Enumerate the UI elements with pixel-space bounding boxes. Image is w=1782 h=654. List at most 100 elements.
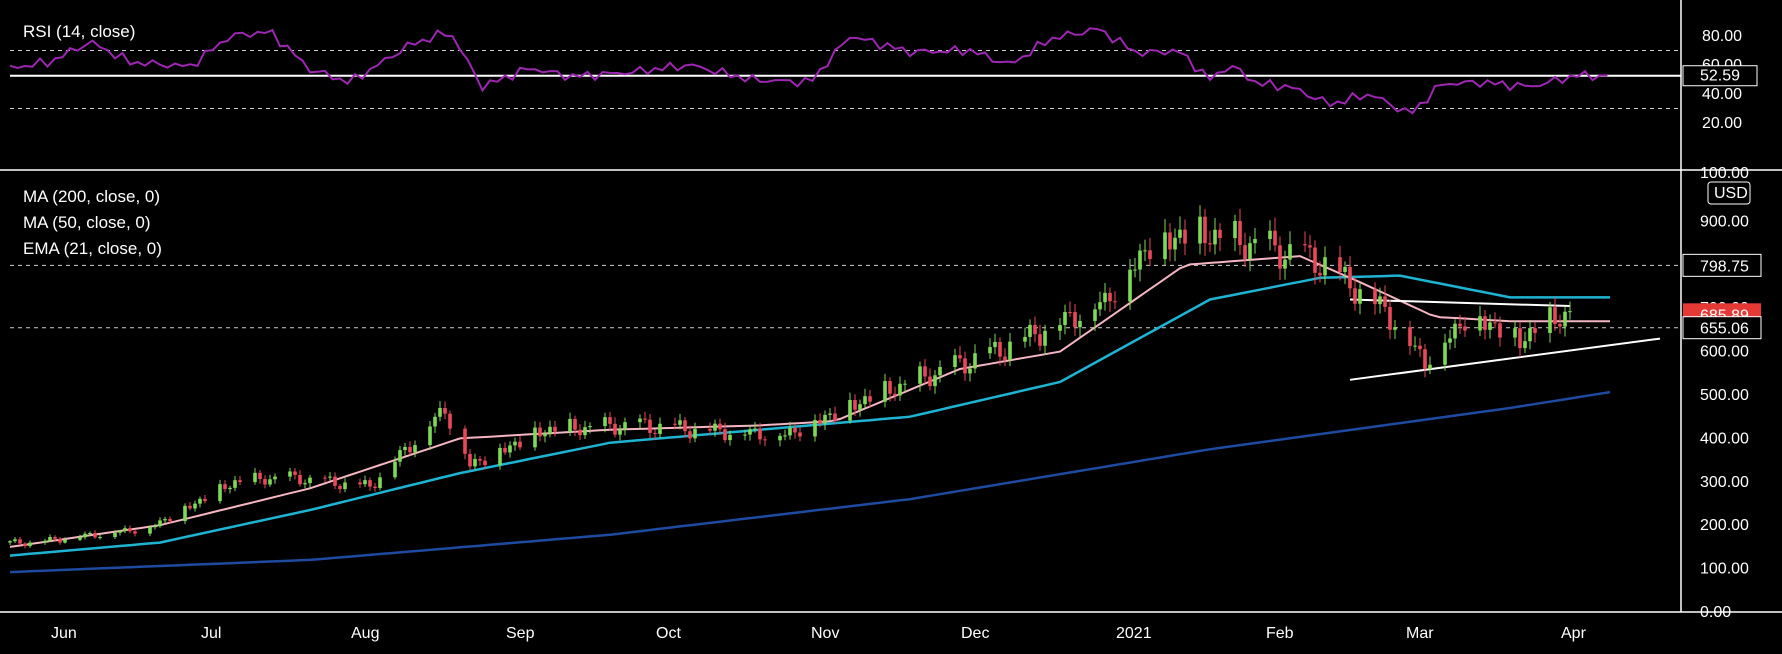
candle-body (648, 419, 652, 433)
rsi-tick-label: 80.00 (1702, 28, 1742, 45)
candle-body (1038, 334, 1042, 346)
candle-body (463, 428, 467, 454)
candle-body (693, 428, 697, 439)
candle-body (93, 532, 97, 538)
candle-body (433, 416, 437, 427)
time-axis-label: Dec (961, 625, 989, 642)
candle-body (1203, 216, 1207, 244)
candle-body (1353, 288, 1357, 304)
candle-body (573, 418, 577, 430)
candle-body (818, 419, 822, 424)
candle-body (548, 426, 552, 434)
trendline-1 (1349, 298, 1571, 308)
candle-body (938, 366, 942, 376)
candle-body (443, 407, 447, 414)
candle-body (1078, 320, 1082, 328)
candle-body (23, 543, 27, 547)
candle-body (1458, 323, 1462, 327)
candle-body (128, 528, 132, 532)
lower-level-badge (1682, 316, 1762, 340)
candle-body (78, 537, 82, 540)
candle-body (1218, 229, 1222, 239)
moving-averages (9, 255, 1661, 574)
candle-body (1453, 323, 1457, 339)
candle-body (273, 476, 277, 480)
candle-body (503, 447, 507, 453)
candle-body (123, 528, 127, 532)
candle-body (1533, 328, 1537, 333)
candle-body (1378, 296, 1382, 305)
candle-body (788, 427, 792, 436)
candle-body (658, 423, 662, 434)
candle-body (1513, 328, 1517, 338)
candle-body (643, 418, 647, 420)
axis-layer (0, 0, 1782, 613)
candle-body (158, 520, 162, 527)
currency-badge (1707, 181, 1751, 205)
candle-body (1303, 244, 1307, 246)
candle-body (708, 428, 712, 431)
candle-body (413, 445, 417, 453)
candle-body (608, 417, 612, 424)
candle-body (798, 432, 802, 437)
candle-body (1493, 322, 1497, 324)
rsi-tick-label: 20.00 (1702, 115, 1742, 132)
price-tick-label: 400.00 (1700, 430, 1749, 447)
candle-body (613, 423, 617, 435)
candle-body (1483, 316, 1487, 330)
candle-body (403, 446, 407, 451)
time-axis-label: Jun (51, 625, 77, 642)
candle-body (8, 541, 12, 543)
candle-body (1448, 338, 1452, 343)
candle-body (678, 420, 682, 425)
candle-body (1428, 364, 1432, 369)
trendline-0 (1349, 337, 1661, 381)
candle-body (783, 435, 787, 437)
candle-body (793, 427, 797, 433)
candle-body (1023, 336, 1027, 342)
time-axis-label: Feb (1266, 625, 1294, 642)
candle-body (888, 381, 892, 394)
candle-body (533, 427, 537, 448)
candle-body (1373, 289, 1377, 305)
candle-body (928, 376, 932, 387)
candle-body (118, 531, 122, 533)
time-axis-label: 2021 (1116, 625, 1152, 642)
candle-body (1008, 341, 1012, 360)
price-tick-label: 900.00 (1700, 213, 1749, 230)
candle-body (1498, 323, 1502, 338)
price-tick-label: 300.00 (1700, 474, 1749, 491)
candle-body (753, 428, 757, 430)
candle-body (1163, 232, 1167, 260)
candle-body (1488, 322, 1492, 330)
candle-body (683, 420, 687, 432)
candle-body (1143, 250, 1147, 252)
candle-body (98, 537, 102, 539)
price-tick-label: 200.00 (1700, 517, 1749, 534)
price-legend: EMA (21, close, 0) (23, 239, 162, 258)
candle-body (83, 533, 87, 538)
candle-body (958, 355, 962, 359)
candle-body (253, 472, 257, 483)
candle-body (568, 418, 572, 432)
candle-body (333, 476, 337, 486)
candle-body (968, 368, 972, 374)
candle-body (58, 538, 62, 543)
candle-body (478, 458, 482, 461)
candle-body (43, 540, 47, 543)
candle-body (1033, 324, 1037, 335)
candle-body (1443, 342, 1447, 365)
candle-body (673, 423, 677, 425)
candle-body (973, 353, 977, 369)
candle-body (1283, 259, 1287, 269)
candle-body (1113, 301, 1117, 303)
candle-body (483, 460, 487, 466)
candle-body (438, 407, 442, 417)
candle-body (223, 484, 227, 490)
candle-body (868, 396, 872, 402)
time-axis-label: Aug (351, 625, 379, 642)
grid-layer (10, 50, 1681, 329)
candle-body (1558, 323, 1562, 327)
candle-body (1208, 243, 1212, 245)
candle-body (1103, 292, 1107, 303)
